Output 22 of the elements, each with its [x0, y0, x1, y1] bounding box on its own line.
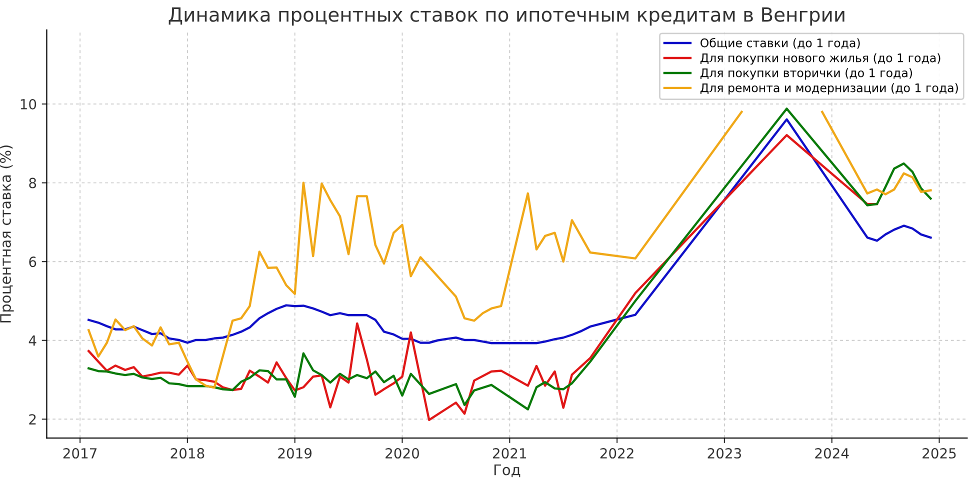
- y-tick-label: 4: [28, 336, 36, 346]
- y-tick-label: 10: [20, 98, 36, 110]
- x-tick-label: 2018: [170, 448, 204, 459]
- legend-label: Для ремонта и модернизации (до 1 года): [700, 83, 958, 95]
- y-tick-label: 2: [29, 414, 36, 424]
- y-tick-label: 6: [29, 256, 36, 268]
- y-tick-label: 8: [29, 178, 36, 188]
- x-tick-label: 2022: [600, 448, 634, 459]
- legend-label: Для покупки нового жилья (до 1 года): [700, 53, 940, 65]
- x-tick-label: 2017: [63, 448, 97, 459]
- line-series: [88, 118, 932, 344]
- chart-title: Динамика процентных ставок по ипотечным кредитам в Венгрии: [168, 7, 844, 26]
- x-axis-title: Год: [494, 464, 520, 478]
- legend-label: Для покупки вторички (до 1 года): [700, 68, 912, 80]
- x-tick-label: 2021: [492, 448, 526, 459]
- x-tick-label: 2020: [386, 448, 419, 459]
- x-tick-label: 2024: [815, 448, 849, 459]
- y-axis-title: Процентная ставка (%): [0, 145, 14, 322]
- x-tick-label: 2025: [922, 448, 956, 459]
- x-tick-label: 2019: [278, 448, 312, 459]
- x-tick-label: 2023: [708, 448, 742, 459]
- legend-label: Общие ставки (до 1 года): [700, 38, 860, 49]
